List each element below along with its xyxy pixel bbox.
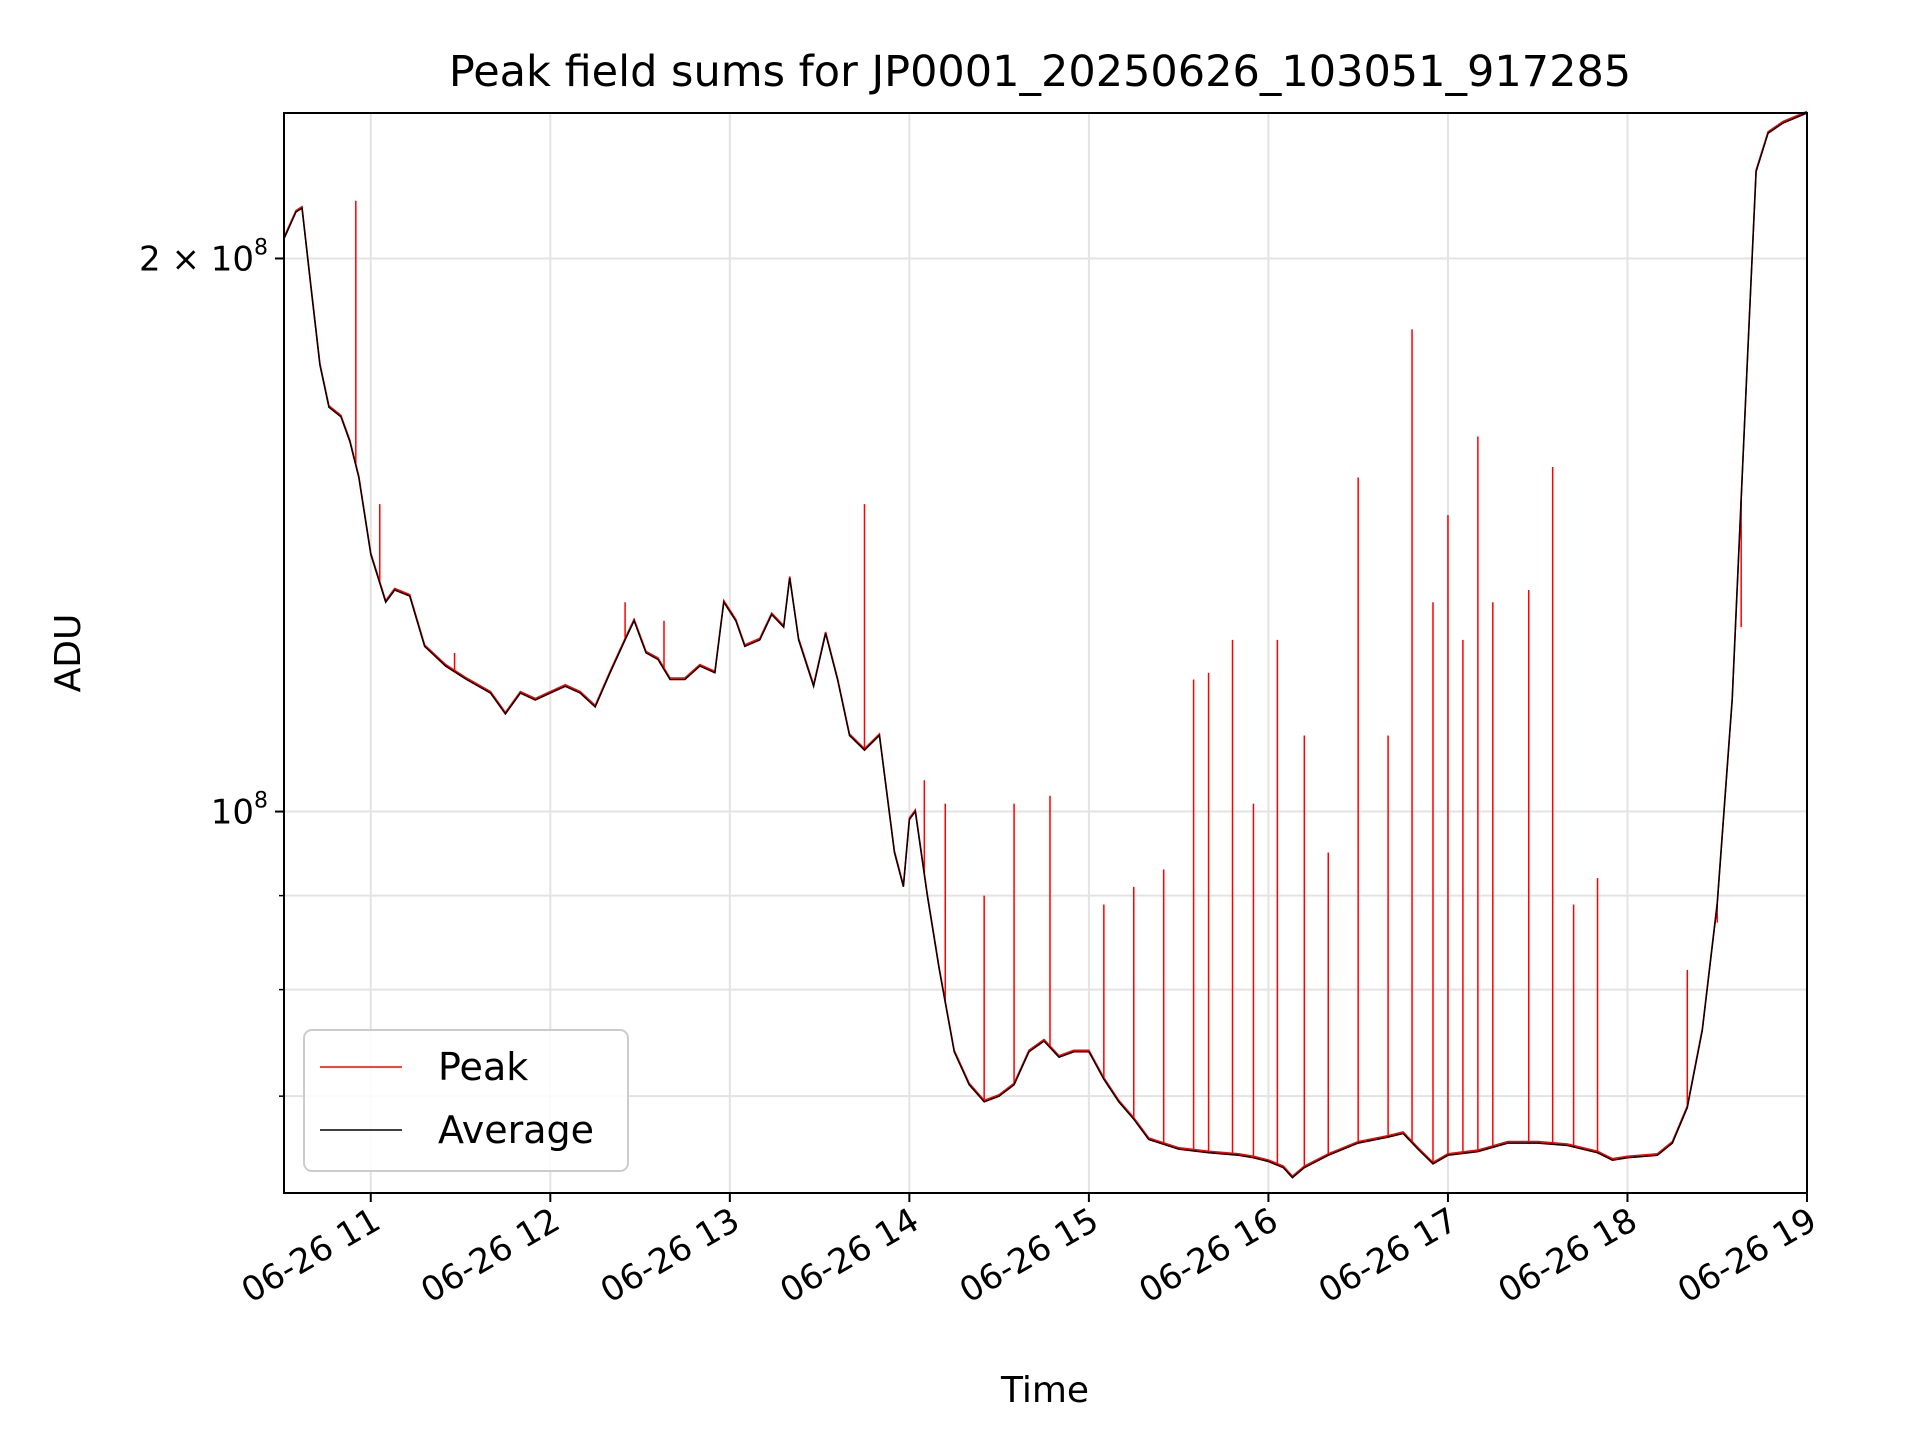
y-tick-label: 108 xyxy=(211,789,268,833)
plot-frame xyxy=(283,112,1808,1194)
legend-box xyxy=(303,1029,629,1172)
legend-label-peak: Peak xyxy=(438,1045,528,1089)
y-axis-label: ADU xyxy=(48,614,89,693)
legend-label-average: Average xyxy=(438,1108,594,1152)
series-line-average xyxy=(283,112,1808,1179)
y-axis: 2 × 108 108 xyxy=(139,235,284,1097)
series-layer xyxy=(283,110,1808,1179)
legend: Peak Average xyxy=(303,1029,629,1172)
y-tick-label: 2 × 108 xyxy=(139,235,268,279)
chart-title: Peak field sums for JP0001_20250626_1030… xyxy=(449,47,1631,97)
x-axis-label: Time xyxy=(1000,1370,1089,1411)
